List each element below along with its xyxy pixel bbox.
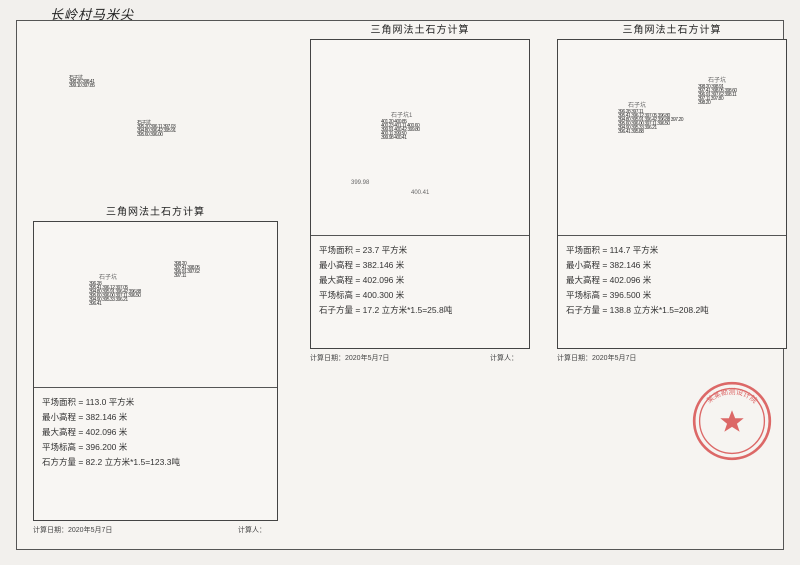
- cluster-label: 石子坑: [708, 75, 726, 84]
- calc-date: 计算日期：2020年5月7日: [33, 525, 112, 535]
- panel-left: 石子坑396.28 395.41 396.12 397.05 394.80 39…: [33, 221, 278, 521]
- calculation-results: 平场面积 = 114.7 平方米最小高程 = 382.146 米最大高程 = 4…: [566, 243, 709, 318]
- result-row: 平场面积 = 113.0 平方米: [42, 395, 180, 410]
- calculation-results: 平场面积 = 113.0 平方米最小高程 = 382.146 米最大高程 = 4…: [42, 395, 180, 470]
- result-row: 最大高程 = 402.096 米: [42, 425, 180, 440]
- cluster-label: 石子坑: [628, 100, 646, 109]
- result-row: 石子方量 = 138.8 立方米*1.5=208.2吨: [566, 303, 709, 318]
- result-row: 石子方量 = 17.2 立方米*1.5=25.8吨: [319, 303, 452, 318]
- panel-title: 三角网法土石方计算: [310, 21, 530, 36]
- cluster-label: 石子坑: [99, 272, 117, 281]
- panel-title: 三角网法土石方计算: [557, 21, 787, 36]
- elevation-point-cluster: 396.28 397.11 395.41 396.12 397.05 396.8…: [618, 110, 683, 134]
- elevation-point-cluster: 396.28 395.41 396.12 397.05 394.80 395.9…: [89, 282, 141, 306]
- result-row: 平场面积 = 114.7 平方米: [566, 243, 709, 258]
- official-seal-stamp: 某某勘测设计院: [687, 376, 777, 466]
- result-row: 最大高程 = 402.096 米: [566, 273, 709, 288]
- calc-date: 计算日期：2020年5月7日: [310, 353, 389, 363]
- panel-mid: 石子坑1401.20 400.85 400.23 401.11 400.60 3…: [310, 39, 530, 349]
- elevation-point-cluster: 石子坑 398.26 398.41 399.10 397.85: [69, 76, 94, 88]
- elevation-point-cluster: 401.20 400.85 400.23 401.11 400.60 399.9…: [381, 120, 420, 140]
- result-row: 平场标高 = 396.200 米: [42, 440, 180, 455]
- calc-person: 计算人：: [490, 353, 518, 363]
- result-row: 最小高程 = 382.146 米: [319, 258, 452, 273]
- result-row: 平场面积 = 23.7 平方米: [319, 243, 452, 258]
- panel-right: 石子坑396.28 397.11 395.41 396.12 397.05 39…: [557, 39, 787, 349]
- result-row: 最大高程 = 402.096 米: [319, 273, 452, 288]
- calc-person: 计算人：: [238, 525, 266, 535]
- top-scatter-area: 石子坑 398.26 398.41 399.10 397.85 石子坑 395.2…: [17, 21, 277, 201]
- calculation-results: 平场面积 = 23.7 平方米最小高程 = 382.146 米最大高程 = 40…: [319, 243, 452, 318]
- panel-title: 三角网法土石方计算: [33, 203, 278, 218]
- survey-map: 石子坑1401.20 400.85 400.23 401.11 400.60 3…: [311, 40, 529, 235]
- result-row: 平场标高 = 400.300 米: [319, 288, 452, 303]
- divider: [558, 235, 786, 236]
- page-frame: 石子坑 398.26 398.41 399.10 397.85 石子坑 395.2…: [16, 20, 784, 550]
- divider: [311, 235, 529, 236]
- elevation-point-cluster: 398.20 398.91 397.41 398.05 398.60 396.9…: [698, 85, 737, 105]
- divider: [34, 387, 277, 388]
- survey-map: 石子坑396.28 395.41 396.12 397.05 394.80 39…: [34, 222, 277, 387]
- result-row: 平场标高 = 396.500 米: [566, 288, 709, 303]
- result-row: 最小高程 = 382.146 米: [42, 410, 180, 425]
- result-row: 石方方量 = 82.2 立方米*1.5=123.3吨: [42, 455, 180, 470]
- elevation-point-cluster: 石子坑 395.20 396.11 397.03 394.80 396.42 3…: [137, 121, 176, 137]
- result-row: 最小高程 = 382.146 米: [566, 258, 709, 273]
- elevation-point-cluster: 398.20 397.41 398.05 396.91 397.62 397.1…: [174, 262, 199, 278]
- survey-map: 石子坑396.28 397.11 395.41 396.12 397.05 39…: [558, 40, 786, 235]
- elevation-label: 400.41: [411, 190, 429, 196]
- elevation-label: 399.98: [351, 180, 369, 186]
- cluster-label: 石子坑1: [391, 110, 412, 119]
- calc-date: 计算日期：2020年5月7日: [557, 353, 636, 363]
